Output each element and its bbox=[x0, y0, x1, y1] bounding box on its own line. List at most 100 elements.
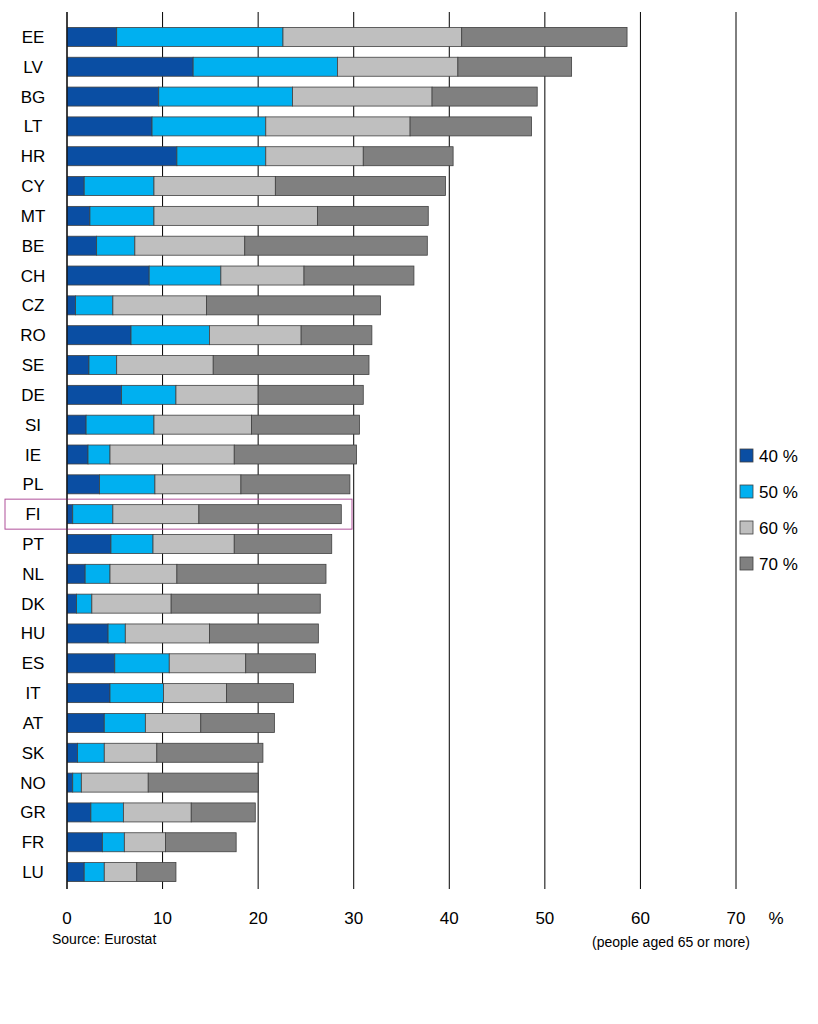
bar-segment bbox=[104, 713, 145, 732]
category-label: NL bbox=[22, 565, 44, 584]
category-label: FR bbox=[22, 833, 45, 852]
bar-segment bbox=[154, 177, 275, 196]
bar-segment bbox=[104, 863, 136, 882]
bar-segment bbox=[165, 833, 236, 852]
tick-label: 20 bbox=[249, 909, 268, 928]
bar-segment bbox=[67, 445, 88, 464]
bar-segment bbox=[67, 147, 177, 166]
grid-line bbox=[544, 12, 545, 889]
bar-segment bbox=[410, 117, 531, 136]
tick-label: 60 bbox=[631, 909, 650, 928]
bar-segment bbox=[67, 385, 121, 404]
legend-label: 60 % bbox=[759, 519, 798, 538]
bar-segment bbox=[67, 624, 108, 643]
tick-label: 0 bbox=[62, 909, 71, 928]
bar-segment bbox=[157, 743, 263, 762]
bar-segment bbox=[67, 356, 89, 375]
legend-label: 40 % bbox=[759, 447, 798, 466]
category-label: CZ bbox=[22, 296, 45, 315]
bar-segment bbox=[213, 356, 369, 375]
bar-segment bbox=[227, 684, 294, 703]
bar-segment bbox=[154, 206, 317, 225]
bar-segment bbox=[90, 206, 154, 225]
bar-segment bbox=[245, 236, 428, 255]
legend-swatch bbox=[740, 449, 753, 462]
bar-segment bbox=[209, 624, 318, 643]
bar-segment bbox=[191, 803, 255, 822]
bar-segment bbox=[113, 296, 207, 315]
bar-segment bbox=[67, 654, 115, 673]
bar-segment bbox=[67, 296, 76, 315]
bar-segment bbox=[149, 266, 221, 285]
grid-line bbox=[640, 12, 641, 889]
bar-segment bbox=[177, 564, 326, 583]
bar-segment bbox=[86, 415, 154, 434]
bar-segment bbox=[234, 534, 331, 553]
bars bbox=[67, 27, 627, 881]
bar-segment bbox=[97, 236, 135, 255]
bar-segment bbox=[92, 594, 171, 613]
bar-segment bbox=[148, 773, 258, 792]
bar-segment bbox=[115, 654, 169, 673]
bar-segment bbox=[77, 594, 92, 613]
category-label: SI bbox=[25, 416, 41, 435]
category-label: RO bbox=[20, 326, 46, 345]
bar-segment bbox=[241, 475, 350, 494]
highlight-box bbox=[5, 499, 352, 529]
bar-segment bbox=[67, 206, 90, 225]
bar-segment bbox=[67, 863, 84, 882]
axis-line bbox=[67, 12, 68, 889]
bar-segment bbox=[67, 505, 73, 524]
bar-segment bbox=[67, 833, 102, 852]
bar-segment bbox=[207, 296, 381, 315]
bar-segment bbox=[81, 773, 148, 792]
bar-segment bbox=[317, 206, 428, 225]
bar-segment bbox=[221, 266, 304, 285]
tick-label: 30 bbox=[344, 909, 363, 928]
bar-segment bbox=[266, 117, 410, 136]
grid-line bbox=[736, 12, 737, 889]
tick-label: 50 bbox=[535, 909, 554, 928]
category-label: LV bbox=[23, 58, 43, 77]
bar-segment bbox=[84, 863, 104, 882]
bar-segment bbox=[78, 743, 105, 762]
category-label: MT bbox=[21, 207, 46, 226]
bar-segment bbox=[432, 87, 537, 106]
category-label: GR bbox=[20, 803, 46, 822]
note: (people aged 65 or more) bbox=[592, 934, 750, 950]
bar-segment bbox=[171, 594, 320, 613]
tick-label: 10 bbox=[153, 909, 172, 928]
bar-segment bbox=[201, 713, 275, 732]
bar-segment bbox=[67, 326, 131, 345]
bar-segment bbox=[67, 27, 117, 46]
tick-label: 70 bbox=[727, 909, 746, 928]
category-label: BG bbox=[21, 88, 46, 107]
bar-segment bbox=[301, 326, 372, 345]
bar-segment bbox=[76, 296, 113, 315]
bar-segment bbox=[67, 803, 91, 822]
bar-segment bbox=[67, 415, 86, 434]
category-label: IE bbox=[25, 446, 41, 465]
grid-line bbox=[67, 12, 68, 889]
bar-segment bbox=[67, 177, 84, 196]
bar-segment bbox=[125, 624, 209, 643]
bar-segment bbox=[67, 475, 99, 494]
bar-segment bbox=[88, 445, 110, 464]
bar-segment bbox=[110, 684, 164, 703]
bar-segment bbox=[458, 57, 572, 76]
bar-segment bbox=[251, 415, 359, 434]
bar-segment bbox=[152, 117, 266, 136]
bar-segment bbox=[73, 773, 82, 792]
bar-segment bbox=[104, 743, 157, 762]
category-label: PT bbox=[22, 535, 44, 554]
bar-segment bbox=[67, 117, 152, 136]
bar-segment bbox=[67, 266, 149, 285]
bar-segment bbox=[137, 863, 176, 882]
bar-segment bbox=[67, 743, 78, 762]
bar-segment bbox=[99, 475, 154, 494]
bar-segment bbox=[89, 356, 117, 375]
bar-segment bbox=[91, 803, 123, 822]
bar-segment bbox=[121, 385, 175, 404]
category-label: PL bbox=[23, 475, 44, 494]
bar-segment bbox=[266, 147, 363, 166]
